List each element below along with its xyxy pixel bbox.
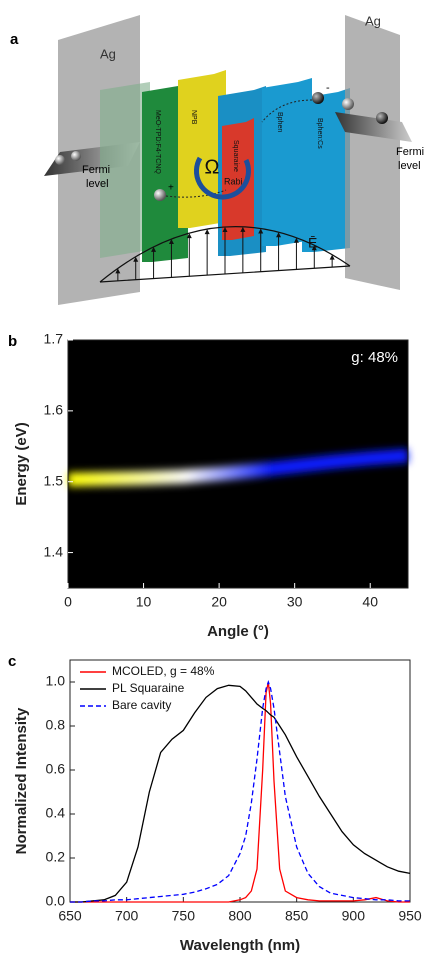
y-tick-label: 0.2 [46, 849, 66, 865]
field-arrowhead [186, 233, 192, 239]
field-arrowhead [168, 239, 174, 245]
legend-label: Bare cavity [112, 698, 171, 712]
hole [55, 155, 65, 165]
field-arrowhead [258, 228, 264, 234]
fermi-label: Fermi [396, 146, 424, 158]
y-tick-label: 1.7 [44, 331, 64, 347]
fermi-label: Fermi [82, 164, 110, 176]
rabi-arrow [194, 156, 251, 200]
y-tick-label: 0.8 [46, 717, 66, 733]
line-series [70, 681, 410, 903]
layer-label: MeO-TPD:F4-TCNQ [154, 110, 161, 174]
y-tick-label: 1.4 [44, 543, 64, 559]
panel-label: c [8, 653, 16, 670]
field-arrowhead [204, 229, 210, 235]
field-arrowhead [151, 246, 157, 252]
field-arrowhead [276, 232, 282, 238]
fermi-label: level [398, 160, 421, 172]
y-axis-label: Normalized Intensity [13, 707, 30, 854]
electrode-label: Ag [365, 13, 381, 28]
rabi-symbol: Ω [205, 156, 220, 178]
x-tick-label: 900 [342, 908, 366, 924]
field-label: Ē [308, 235, 317, 251]
annotation: g: 48% [351, 349, 398, 366]
x-tick-label: 0 [64, 594, 72, 610]
layer [178, 70, 226, 228]
chart: 650 700 750 800 850 900 950 0.0 0.2 0.4 0.6 0.8 1.0 c… [8, 653, 422, 954]
fermi-plane [335, 112, 412, 142]
ag-plate [345, 15, 400, 290]
plot-frame [67, 339, 409, 589]
dispersion-band [67, 448, 409, 487]
layer [302, 88, 350, 252]
x-tick-label: 40 [362, 594, 378, 610]
x-tick-label: 650 [58, 908, 82, 924]
x-axis-label: Angle (°) [207, 623, 269, 640]
plot-frame [69, 659, 411, 903]
line-series [70, 684, 411, 903]
hole [71, 151, 81, 161]
charge: - [326, 82, 330, 94]
chart: g: 48% 0 10 20 30 40 1.4 1.5 1.6 1.7 b Angle (°) Ene… [8, 331, 409, 640]
hole [154, 189, 166, 201]
charts: g: 48% 0 10 20 30 40 1.4 1.5 1.6 1.7 b Angle (°) Ene… [8, 331, 422, 954]
fermi-label: level [86, 178, 109, 190]
charge: + [168, 183, 174, 194]
line-series [70, 679, 410, 903]
electron [342, 98, 354, 110]
device-diagram: a Ag Ag Fermi level Fermi level MeO-TPD:… [10, 13, 424, 305]
layer [222, 118, 254, 240]
field-arrowhead [329, 254, 335, 260]
legend-label: MCOLED, g = 48% [112, 664, 215, 678]
path-arrow [165, 189, 227, 198]
electron [312, 92, 324, 104]
path-arrow [261, 99, 313, 123]
y-tick-label: 1.5 [44, 472, 64, 488]
y-tick-label: 0.4 [46, 805, 66, 821]
layer-label: Squaraine [232, 140, 239, 172]
y-tick-label: 1.6 [44, 402, 64, 418]
x-tick-label: 30 [287, 594, 303, 610]
panel-label: b [8, 333, 17, 350]
x-tick-label: 10 [136, 594, 152, 610]
layer [100, 82, 150, 258]
x-tick-label: 750 [172, 908, 196, 924]
electrode-label: Ag [100, 46, 116, 61]
field-arrowhead [133, 256, 139, 262]
field-arrowhead [311, 245, 317, 251]
layer-label: Bphen [276, 112, 283, 132]
x-tick-label: 950 [398, 908, 422, 924]
x-tick-label: 700 [115, 908, 139, 924]
legend-label: PL Squaraine [112, 681, 185, 695]
layer-label: Bphen:Cs [316, 118, 323, 149]
panel-label: a [10, 31, 19, 48]
x-tick-label: 850 [285, 908, 309, 924]
layer [142, 80, 188, 262]
y-tick-label: 0.6 [46, 761, 66, 777]
electron [376, 112, 388, 124]
field-arrowhead [222, 227, 228, 232]
field-arrowhead [293, 237, 299, 243]
field-arrowhead [240, 226, 246, 232]
x-axis-label: Wavelength (nm) [180, 937, 300, 954]
layer [262, 78, 312, 246]
rabi-subscript: Rabi [224, 176, 243, 186]
y-tick-label: 1.0 [46, 673, 66, 689]
field-arrows [115, 226, 335, 281]
y-axis-label: Energy (eV) [13, 422, 30, 505]
layer-label: NPB [190, 110, 197, 125]
x-tick-label: 20 [211, 594, 227, 610]
y-tick-label: 0.0 [46, 893, 66, 909]
x-tick-label: 800 [228, 908, 252, 924]
field-arrowhead [115, 268, 121, 274]
